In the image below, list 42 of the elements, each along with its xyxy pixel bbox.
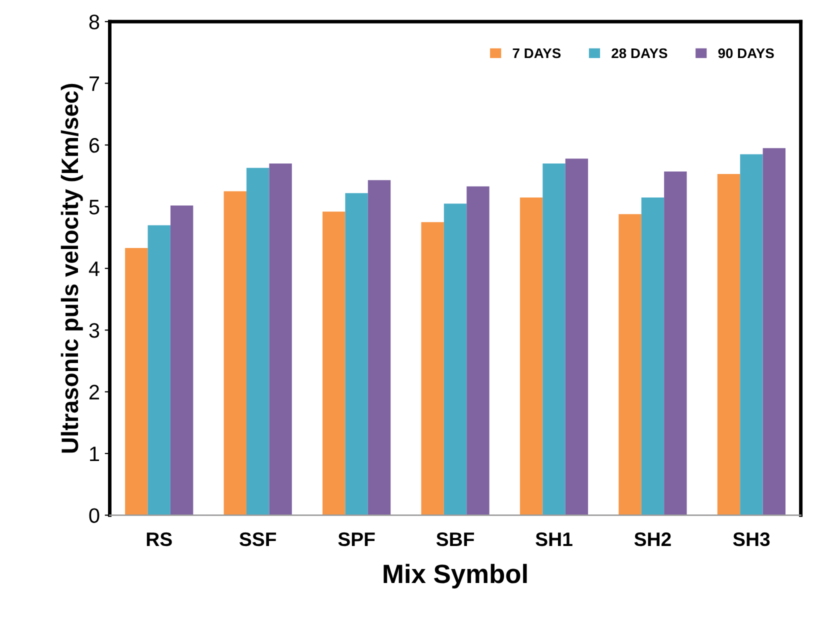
x-tick-label: SPF: [338, 532, 375, 546]
y-tick-label: 1: [90, 446, 100, 462]
bar: [345, 193, 368, 516]
x-tick-label: SH2: [634, 532, 671, 546]
bar: [421, 222, 444, 516]
y-tick-label: 0: [89, 508, 100, 523]
bar: [444, 204, 467, 516]
x-tick-label: SSF: [239, 532, 276, 546]
bar: [466, 186, 490, 516]
legend-label: 7 DAYS: [512, 48, 561, 58]
y-tick-label: 3: [89, 323, 100, 338]
bar: [125, 248, 148, 516]
x-tick-label: SH1: [536, 532, 572, 546]
bar: [565, 158, 588, 516]
bar: [762, 148, 786, 516]
y-tick-label: 5: [89, 200, 100, 214]
x-axis-title: Mix Symbol: [384, 564, 527, 588]
bar: [368, 180, 391, 516]
bar: [664, 172, 687, 516]
bar: [641, 197, 664, 516]
y-axis-title: Ultrasonic puls velocity (Km/sec): [60, 84, 83, 453]
bar: [224, 191, 246, 516]
x-tick-label: SBF: [436, 532, 474, 546]
bar: [520, 197, 543, 516]
bar: [740, 154, 763, 516]
x-tick-label: SH3: [733, 532, 770, 546]
y-tick-label: 4: [88, 262, 100, 276]
bar: [170, 205, 194, 516]
bar: [618, 214, 642, 516]
bar: [269, 164, 292, 516]
legend-label: 90 DAYS: [718, 48, 774, 58]
bar: [717, 174, 740, 516]
y-tick-label: 8: [89, 14, 100, 30]
bar: [322, 212, 346, 516]
legend-label: 28 DAYS: [612, 48, 668, 58]
bar: [246, 168, 270, 516]
x-tick-label: RS: [146, 532, 172, 546]
bar: [542, 164, 566, 516]
y-tick-label: 7: [90, 76, 99, 91]
y-tick-label: 6: [90, 138, 100, 153]
y-tick-label: 2: [89, 384, 99, 400]
bar: [148, 225, 170, 516]
